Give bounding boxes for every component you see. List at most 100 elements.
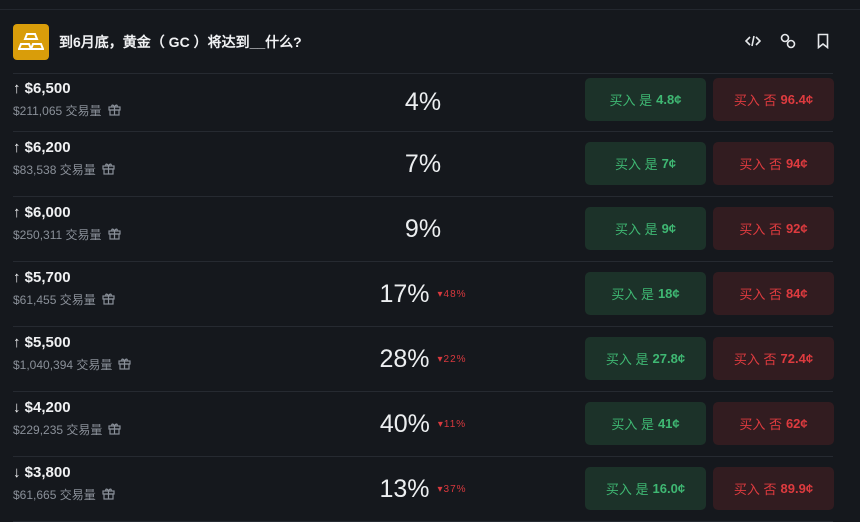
outcome-price: $6,200 — [24, 139, 71, 156]
buy-yes-label: 买入 是 — [614, 222, 658, 237]
buy-yes-label: 买入 是 — [605, 352, 649, 367]
buy-no-button[interactable]: 买入 否 96.4¢ — [713, 78, 834, 121]
buy-no-label: 买入 否 — [733, 93, 777, 108]
outcome-row[interactable]: ↓ $3,800 $61,665 交易量 13% ▾37% 买入 是 16.0¢ 买… — [13, 457, 834, 522]
buy-no-label: 买入 否 — [733, 352, 777, 367]
buy-no-label: 买入 否 — [739, 157, 782, 172]
buy-yes-label: 买入 是 — [605, 482, 649, 497]
no-price: 84¢ — [785, 286, 808, 301]
direction-arrow-icon: ↑ — [13, 80, 21, 97]
outcome-price: $5,500 — [24, 334, 71, 351]
bookmark-icon[interactable] — [814, 32, 832, 50]
yes-price: 41¢ — [657, 416, 680, 431]
no-price: 62¢ — [785, 416, 808, 431]
buy-yes-label: 买入 是 — [614, 157, 658, 172]
buy-no-button[interactable]: 买入 否 94¢ — [713, 142, 834, 185]
outcome-price: $6,500 — [24, 80, 71, 97]
buy-yes-button[interactable]: 买入 是 27.8¢ — [585, 337, 706, 380]
buy-yes-button[interactable]: 买入 是 16.0¢ — [585, 467, 706, 510]
buy-yes-button[interactable]: 买入 是 41¢ — [585, 402, 706, 445]
market-title: 到6月底，黄金（ GC ）将达到__什么? — [59, 34, 302, 50]
down-triangle-icon: ▾ — [437, 353, 444, 365]
gift-icon[interactable] — [118, 357, 132, 373]
change-value: 11% — [443, 418, 467, 430]
volume: $61,665 交易量 — [13, 488, 96, 502]
no-price: 92¢ — [785, 221, 808, 236]
change-value: 22% — [443, 353, 467, 365]
outcome-row[interactable]: ↑ $6,500 $211,065 交易量 4% 买入 是 4.8¢ 买入 否 96… — [13, 74, 834, 132]
outcome-row[interactable]: ↑ $5,500 $1,040,394 交易量 28% ▾22% 买入 是 27.8… — [13, 327, 834, 392]
buy-yes-button[interactable]: 买入 是 7¢ — [585, 142, 706, 185]
gift-icon[interactable] — [102, 487, 115, 503]
direction-arrow-icon: ↑ — [13, 139, 21, 156]
top-divider — [0, 9, 860, 10]
outcome-price: $5,700 — [24, 269, 71, 286]
down-triangle-icon: ▾ — [437, 418, 444, 430]
buy-yes-label: 买入 是 — [611, 287, 654, 302]
outcome-row[interactable]: ↓ $4,200 $229,235 交易量 40% ▾11% 买入 是 41¢ 买入… — [13, 392, 834, 457]
volume: $61,455 交易量 — [13, 293, 96, 307]
buy-no-button[interactable]: 买入 否 84¢ — [713, 272, 834, 315]
embed-code-icon[interactable] — [744, 32, 762, 50]
buy-yes-button[interactable]: 买入 是 9¢ — [585, 207, 706, 250]
buy-yes-label: 买入 是 — [609, 93, 653, 108]
market-header: 到6月底，黄金（ GC ）将达到__什么? — [13, 24, 860, 60]
direction-arrow-icon: ↑ — [13, 334, 21, 351]
change-indicator: ▾11% — [438, 419, 466, 430]
no-price: 94¢ — [785, 156, 808, 171]
change-indicator: ▾37% — [438, 484, 467, 495]
gift-icon[interactable] — [102, 162, 115, 178]
gift-icon[interactable] — [107, 103, 121, 119]
outcome-price: $6,000 — [24, 204, 71, 221]
buy-no-button[interactable]: 买入 否 92¢ — [713, 207, 834, 250]
link-icon[interactable] — [779, 32, 797, 50]
change-value: 37% — [443, 483, 467, 495]
outcome-row[interactable]: ↑ $5,700 $61,455 交易量 17% ▾48% 买入 是 18¢ 买入 … — [13, 262, 834, 327]
down-triangle-icon: ▾ — [437, 288, 444, 300]
outcome-label: ↑ $6,000 — [13, 204, 71, 221]
change-indicator: ▾48% — [438, 289, 467, 300]
probability: 4% — [404, 88, 442, 116]
volume: $229,235 交易量 — [13, 423, 103, 437]
no-price: 72.4¢ — [780, 351, 814, 366]
down-triangle-icon: ▾ — [437, 483, 444, 495]
outcome-row[interactable]: ↑ $6,000 $250,311 交易量 9% 买入 是 9¢ 买入 否 92¢ — [13, 197, 834, 262]
probability: 7% — [404, 149, 442, 178]
gift-icon[interactable] — [108, 422, 121, 438]
probability: 40% — [379, 409, 430, 438]
volume: $83,538 交易量 — [13, 163, 96, 177]
gift-icon[interactable] — [102, 292, 115, 308]
no-price: 89.9¢ — [780, 481, 814, 496]
volume: $1,040,394 交易量 — [13, 358, 113, 372]
no-price: 96.4¢ — [780, 92, 814, 107]
outcome-price: $4,200 — [24, 399, 71, 416]
buy-no-button[interactable]: 买入 否 72.4¢ — [713, 337, 834, 380]
probability: 13% — [379, 474, 430, 503]
yes-price: 16.0¢ — [652, 481, 686, 496]
yes-price: 27.8¢ — [652, 351, 686, 366]
buy-no-button[interactable]: 买入 否 89.9¢ — [713, 467, 834, 510]
outcome-label: ↓ $3,800 — [13, 464, 71, 481]
outcome-label: ↑ $5,500 — [13, 334, 71, 351]
buy-yes-button[interactable]: 买入 是 18¢ — [585, 272, 706, 315]
yes-price: 9¢ — [661, 221, 677, 236]
outcome-label: ↑ $5,700 — [13, 269, 71, 286]
buy-no-button[interactable]: 买入 否 62¢ — [713, 402, 834, 445]
volume: $211,065 交易量 — [13, 104, 102, 118]
buy-no-label: 买入 否 — [739, 417, 782, 432]
buy-no-label: 买入 否 — [739, 287, 782, 302]
gold-bars-icon — [13, 24, 49, 60]
probability: 9% — [404, 214, 442, 243]
yes-price: 4.8¢ — [656, 92, 682, 107]
direction-arrow-icon: ↓ — [13, 399, 21, 416]
outcome-row[interactable]: ↑ $6,200 $83,538 交易量 7% 买入 是 7¢ 买入 否 94¢ — [13, 132, 834, 197]
change-value: 48% — [443, 288, 467, 300]
direction-arrow-icon: ↓ — [13, 464, 21, 481]
probability: 17% — [379, 279, 430, 308]
outcome-label: ↑ $6,200 — [13, 139, 71, 156]
gift-icon[interactable] — [107, 227, 121, 243]
buy-yes-button[interactable]: 买入 是 4.8¢ — [585, 78, 706, 121]
outcome-list: ↑ $6,500 $211,065 交易量 4% 买入 是 4.8¢ 买入 否 96… — [13, 73, 834, 522]
outcome-price: $3,800 — [24, 464, 71, 481]
buy-yes-label: 买入 是 — [611, 417, 654, 432]
